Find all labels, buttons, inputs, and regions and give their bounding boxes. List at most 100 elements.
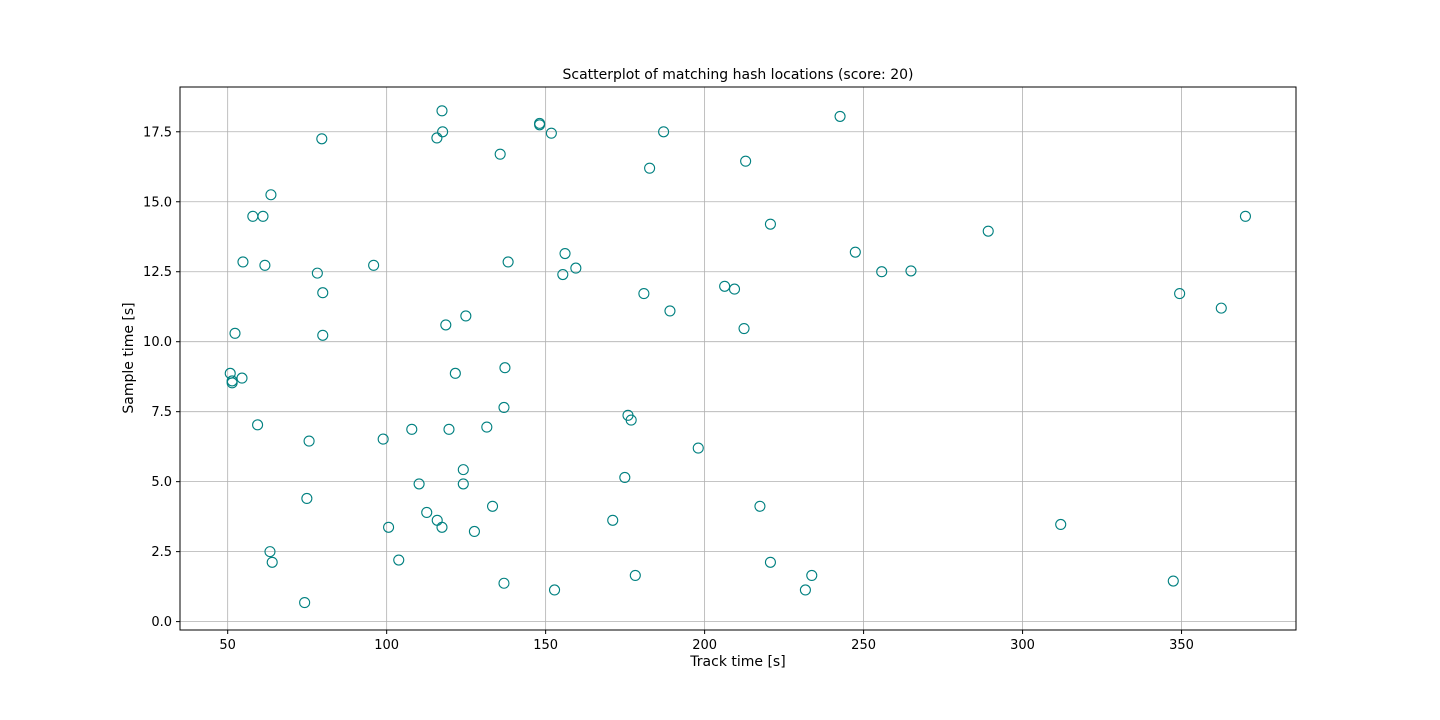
data-point — [806, 569, 818, 581]
data-point — [259, 259, 271, 271]
data-point — [548, 584, 561, 596]
data-point — [383, 521, 395, 533]
data-point — [264, 546, 276, 558]
data-point — [1239, 210, 1251, 222]
data-point — [443, 423, 455, 435]
y-tick-label: 17.5 — [143, 125, 172, 140]
data-point — [557, 268, 569, 281]
x-tick-label: 100 — [374, 638, 399, 653]
data-point — [257, 210, 269, 222]
data-point — [317, 329, 329, 341]
data-point — [545, 127, 557, 139]
data-point — [377, 433, 389, 445]
data-point — [457, 478, 469, 490]
data-point — [226, 375, 238, 387]
data-point — [1174, 288, 1186, 300]
y-tick-label: 5.0 — [151, 475, 172, 490]
data-point — [728, 283, 741, 295]
data-point — [406, 423, 418, 435]
data-point — [317, 287, 329, 299]
data-point — [247, 210, 259, 222]
axis-ticks: 50 100 150 200 250 300 350 0.0 2.5 5.0 7.5 10.0 12.5… — [143, 125, 1194, 653]
data-point — [834, 110, 846, 122]
data-point — [740, 155, 752, 167]
data-point — [1055, 518, 1067, 531]
data-point — [754, 500, 766, 512]
data-point — [413, 478, 425, 490]
data-point — [368, 259, 380, 271]
data-point — [431, 132, 443, 144]
data-point — [229, 327, 241, 339]
y-tick-label: 15.0 — [143, 195, 172, 210]
data-point — [237, 256, 249, 268]
data-point — [625, 414, 637, 426]
x-tick-label: 350 — [1169, 638, 1194, 653]
data-point — [559, 247, 571, 260]
data-point — [664, 305, 676, 317]
data-point — [534, 119, 546, 131]
data-point — [236, 372, 248, 384]
x-tick-label: 250 — [851, 638, 876, 653]
data-point — [799, 584, 811, 596]
data-point — [658, 126, 670, 138]
y-tick-label: 7.5 — [151, 405, 172, 420]
chart-title: Scatterplot of matching hash locations (… — [563, 67, 914, 83]
data-point — [719, 280, 731, 292]
data-point — [460, 310, 472, 322]
data-point — [619, 471, 631, 484]
y-tick-label: 12.5 — [143, 265, 172, 280]
data-point — [436, 105, 448, 117]
data-point — [876, 266, 888, 278]
data-point — [421, 506, 433, 518]
data-point — [393, 554, 405, 566]
data-point — [252, 419, 264, 431]
x-tick-label: 300 — [1010, 638, 1035, 653]
data-point — [265, 189, 277, 201]
data-point — [502, 256, 514, 268]
y-axis-label: Sample time [s] — [121, 302, 137, 413]
data-point — [481, 421, 493, 433]
data-point — [299, 597, 311, 609]
data-point — [644, 162, 656, 174]
data-point — [629, 569, 641, 581]
data-point — [905, 265, 917, 277]
data-point — [498, 577, 510, 589]
grid — [180, 87, 1296, 630]
x-tick-label: 150 — [533, 638, 558, 653]
x-tick-label: 50 — [219, 638, 236, 653]
data-point — [764, 556, 776, 568]
data-point — [440, 319, 452, 331]
data-point — [266, 556, 278, 568]
y-tick-label: 0.0 — [151, 615, 172, 630]
plot-frame — [179, 86, 1297, 631]
data-point — [738, 323, 750, 335]
data-point — [1215, 302, 1227, 314]
data-point — [437, 126, 449, 138]
y-tick-label: 10.0 — [143, 335, 172, 350]
data-point — [316, 133, 328, 145]
data-point — [449, 367, 461, 379]
x-tick-label: 200 — [692, 638, 717, 653]
data-point — [431, 514, 443, 526]
data-point — [486, 500, 499, 512]
data-point — [498, 401, 510, 414]
data-point — [638, 288, 650, 300]
data-point — [436, 521, 448, 533]
data-point — [849, 246, 861, 258]
data-point — [607, 514, 619, 526]
data-point — [982, 225, 994, 237]
data-point — [303, 435, 315, 447]
data-point — [570, 262, 582, 274]
data-point — [311, 267, 323, 279]
data-point — [764, 218, 776, 230]
data-point — [494, 148, 506, 160]
data-point — [1167, 575, 1179, 587]
data-point — [499, 362, 511, 374]
x-axis-label: Track time [s] — [689, 654, 785, 670]
y-tick-label: 2.5 — [151, 545, 172, 560]
data-points — [224, 105, 1251, 609]
data-point — [468, 525, 480, 538]
data-point — [301, 492, 313, 504]
data-point — [457, 464, 469, 476]
